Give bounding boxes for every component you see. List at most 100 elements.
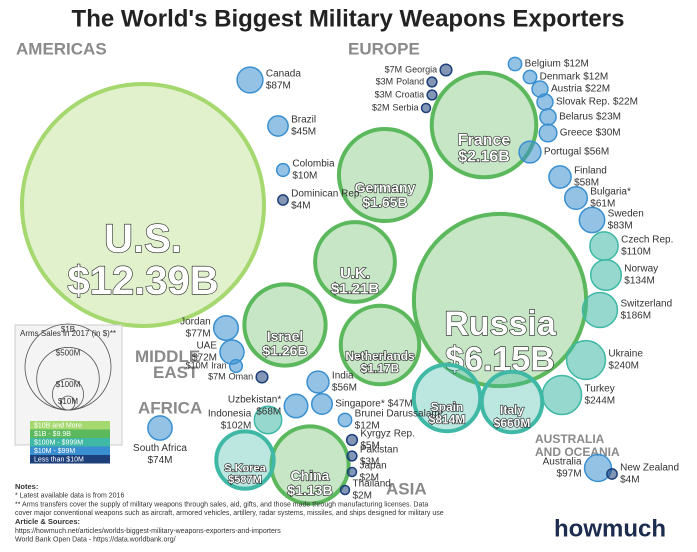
value-label: $2M [352, 491, 371, 502]
value-label: $12M [355, 421, 380, 432]
value-label: $110M [621, 247, 651, 258]
value-label: $134M [624, 276, 655, 287]
bubble [306, 370, 330, 394]
country-name: Colombia [292, 159, 335, 170]
country-name: Greece [560, 128, 593, 139]
country-name: Thailand [352, 479, 390, 490]
country-name: India [332, 371, 354, 382]
bubble [267, 115, 289, 137]
bubbles: U.S.$12.39BRussia$6.15BFrance$2.16BGerma… [20, 56, 679, 506]
legend-swatch [30, 429, 110, 438]
bubble [426, 89, 438, 101]
country-name: Oman [229, 371, 254, 381]
country-name: France [458, 132, 511, 149]
country-name: Netherlands [345, 349, 415, 363]
legend-label: Less than $10M [34, 456, 84, 463]
value-label: $7M [208, 371, 226, 381]
bubble [429, 70, 539, 180]
bubble [439, 63, 453, 77]
value-label: $2M [372, 102, 390, 112]
bubble [255, 370, 269, 384]
bubble [346, 450, 358, 462]
country-name: Georgia [405, 64, 437, 74]
title: The World's Biggest Military Weapons Exp… [72, 5, 625, 32]
value-label: $10M [292, 171, 317, 182]
country-name: Belgium [525, 59, 561, 70]
country-name: Ukraine [608, 349, 643, 360]
value-label: $77M [186, 329, 211, 340]
value-label: $186M [620, 311, 651, 322]
note-line: Article & Sources: [15, 517, 80, 526]
country-name: Russia [444, 305, 557, 343]
value-label: $4M [620, 475, 639, 486]
value-label: $1.65B [362, 194, 407, 210]
legend-swatch [30, 421, 110, 430]
bubble [20, 82, 266, 328]
bubble [236, 66, 264, 94]
country-name: Croatia [395, 89, 424, 99]
value-label: $102M [221, 421, 252, 432]
legend-title: Arms Sales in 2017 (in $)** [20, 329, 116, 338]
logo: howmuch [554, 515, 666, 542]
country-name: Singapore* [335, 399, 385, 410]
country-name: Jordan [180, 317, 211, 328]
value-label: $72M [192, 353, 217, 364]
bubble [583, 453, 613, 483]
country-name: Brazil [291, 115, 316, 126]
value-label: $1.26B [262, 343, 307, 359]
value-label: $30M [596, 128, 621, 139]
country-name: Austria [551, 84, 583, 95]
value-label: $87M [266, 81, 291, 92]
bubble [228, 358, 244, 374]
bubble [539, 108, 557, 126]
legend-label: $100M - $999M [34, 439, 83, 446]
value-label: $68M [256, 407, 281, 418]
note-line: * Latest available data is from 2016 [15, 493, 124, 500]
value-label: $22M [613, 97, 638, 108]
country-name: Israel [267, 328, 304, 344]
bubble [420, 102, 432, 114]
country-name: Slovak Rep. [556, 97, 610, 108]
bubble [563, 185, 589, 211]
note-line: World Bank Open Data - https://data.worl… [15, 537, 176, 544]
country-name: Finland [574, 166, 607, 177]
value-label: $83M [608, 221, 633, 232]
value-label: $61M [590, 199, 615, 210]
country-name: Belarus [559, 112, 593, 123]
legend: Arms Sales in 2017 (in $)**$1B $500M $100M… [14, 323, 123, 464]
value-label: $240M [608, 361, 639, 372]
bubble [479, 369, 545, 435]
value-label: $1.21B [331, 281, 380, 298]
country-name: New Zealand [620, 463, 679, 474]
legend-size-circle [60, 395, 76, 411]
value-label: $56M [584, 147, 609, 158]
country-name: Switzerland [620, 299, 672, 310]
value-label: $74M [147, 455, 172, 466]
legend-swatch [30, 438, 110, 447]
country-name: Dominican Rep. [291, 189, 362, 200]
country-name: Canada [266, 69, 301, 80]
country-name: South Africa [133, 443, 187, 454]
country-name: Brunei Darussalam* [355, 409, 444, 420]
region-label: AFRICA [138, 398, 202, 417]
bubble [522, 69, 538, 85]
value-label: $10M [186, 360, 209, 370]
bubble [310, 392, 334, 416]
value-label: $45M [291, 127, 316, 138]
country-name: Uzbekistan* [228, 395, 281, 406]
bubble [214, 429, 276, 491]
country-name: China [291, 467, 330, 483]
bubble [541, 374, 583, 416]
country-name: Poland [396, 76, 424, 86]
value-label: $3M [376, 76, 394, 86]
notes: Notes: * Latest available data is from 20… [15, 482, 444, 544]
country-name: Czech Rep. [621, 235, 673, 246]
bubble [548, 165, 572, 189]
country-name: S.Korea [224, 463, 266, 475]
country-name: Denmark [540, 72, 582, 83]
legend-size-label: $500M [56, 349, 81, 358]
bubble [565, 339, 607, 381]
bubble [212, 314, 240, 342]
bubble [589, 231, 619, 261]
note-line: Notes: [15, 482, 38, 491]
